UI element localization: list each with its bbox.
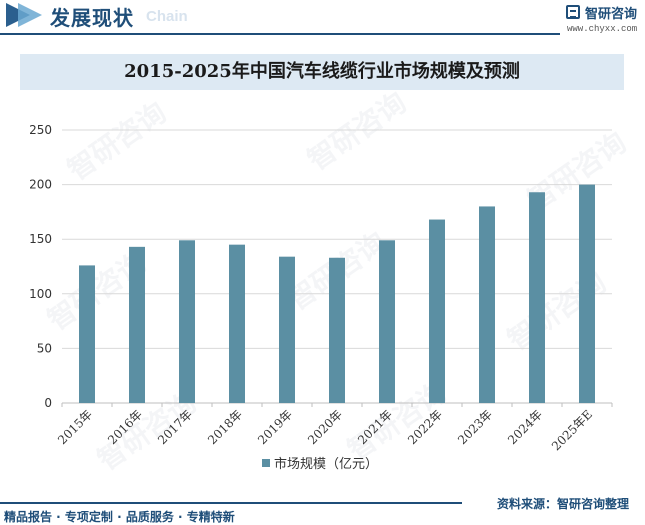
- bar: [479, 206, 495, 403]
- chart-title: 2015-2025年中国汽车线缆行业市场规模及预测: [124, 61, 520, 82]
- x-tick-label: 2017年: [155, 407, 195, 447]
- bar: [279, 256, 295, 403]
- brand-logo-icon: [566, 5, 580, 19]
- x-tick-label: 2018年: [205, 407, 245, 447]
- bar: [429, 219, 445, 403]
- bar: [379, 240, 395, 403]
- brand-name: 智研咨询: [585, 7, 638, 22]
- section-subtitle: Chain: [146, 8, 188, 25]
- bar: [329, 257, 345, 403]
- footer-source: 资料来源：智研咨询整理: [497, 497, 630, 511]
- legend-label: 市场规模（亿元）: [274, 456, 378, 472]
- bar: [229, 244, 245, 403]
- bar: [579, 184, 595, 403]
- brand-url: www.chyxx.com: [567, 24, 638, 34]
- x-tick-label: 2020年: [305, 407, 345, 447]
- y-tick-label: 150: [29, 232, 52, 246]
- section-title: 发展现状: [50, 6, 134, 30]
- bar: [129, 246, 145, 403]
- legend-swatch: [262, 459, 270, 467]
- chart-svg: 0 50 100 150 200 250 2015年 2016年 2017年 2018年 2019年…: [29, 123, 613, 472]
- x-tick-label: 2025年E: [549, 407, 595, 453]
- y-tick-label: 250: [29, 123, 52, 137]
- bar: [179, 240, 195, 403]
- x-tick-label: 2016年: [105, 407, 145, 447]
- x-tick-label: 2015年: [55, 407, 95, 447]
- bar: [79, 265, 95, 403]
- x-tick-label: 2021年: [355, 407, 395, 447]
- y-tick-label: 50: [37, 341, 52, 355]
- page-header: 发展现状 Chain 智研咨询 www.chyxx.com: [0, 0, 645, 40]
- x-tick-label: 2024年: [505, 407, 545, 447]
- header-divider: [0, 33, 560, 35]
- footer-tagline: 精品报告 · 专项定制 · 品质服务 · 专精特新: [4, 510, 235, 524]
- x-tick-label: 2019年: [255, 407, 295, 447]
- y-tick-label: 100: [29, 287, 52, 301]
- footer-divider: [0, 502, 462, 504]
- x-tick-label: 2023年: [455, 407, 495, 447]
- y-tick-label: 0: [44, 396, 52, 410]
- x-tick-label: 2022年: [405, 407, 445, 447]
- bar: [529, 192, 545, 403]
- chart-title-bar: 2015-2025年中国汽车线缆行业市场规模及预测: [20, 54, 624, 90]
- y-tick-label: 200: [29, 178, 52, 192]
